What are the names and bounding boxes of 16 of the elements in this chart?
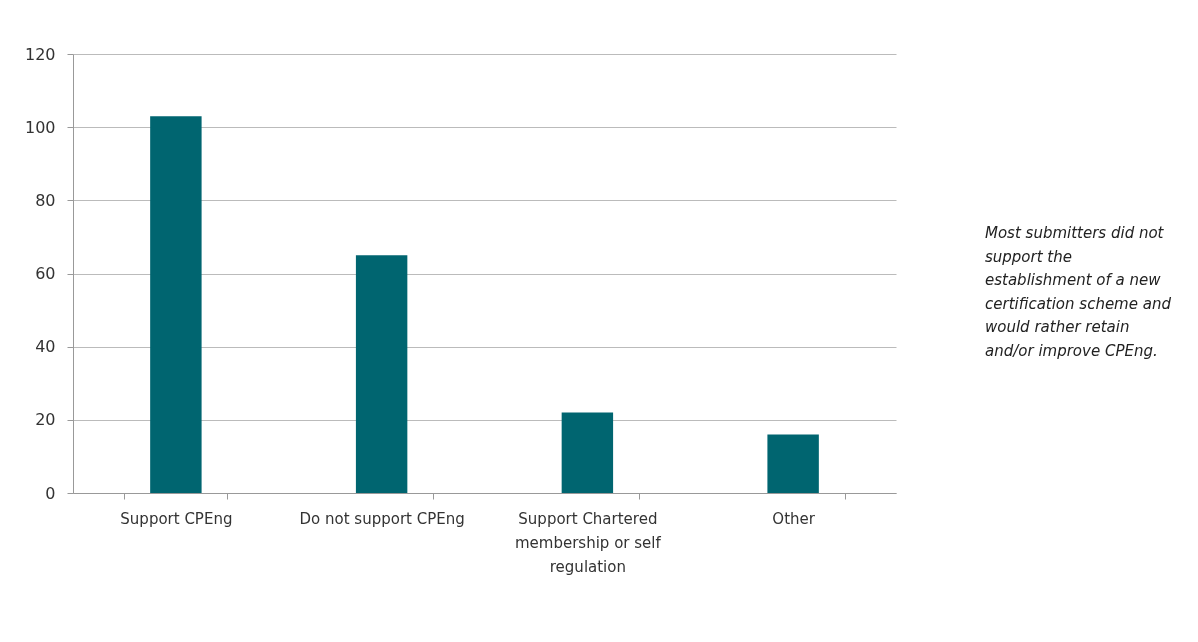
bar [355, 255, 408, 493]
y-tick-label: 20 [35, 410, 56, 430]
bar [561, 412, 614, 493]
text: Most submitters did not support the establishment of a new certification scheme and would rather retain and/or improve CPEng. [985, 223, 1172, 362]
x-tick-label: Support CPEng [120, 509, 233, 528]
y-tick-label: 60 [35, 264, 56, 283]
y-tick-label: 0 [45, 483, 56, 503]
x-tick-label: Other [772, 509, 816, 528]
bar [150, 116, 202, 493]
y-tick-label: 80 [35, 190, 56, 210]
x-tick-label: Support Chartered membership or self regulation [514, 509, 662, 576]
y-tick-label: 120 [24, 44, 56, 64]
y-tick-label: 100 [24, 117, 56, 137]
bar [767, 434, 819, 493]
x-tick-label: Do not support CPEng [299, 509, 465, 528]
y-tick-label: 40 [35, 337, 56, 357]
